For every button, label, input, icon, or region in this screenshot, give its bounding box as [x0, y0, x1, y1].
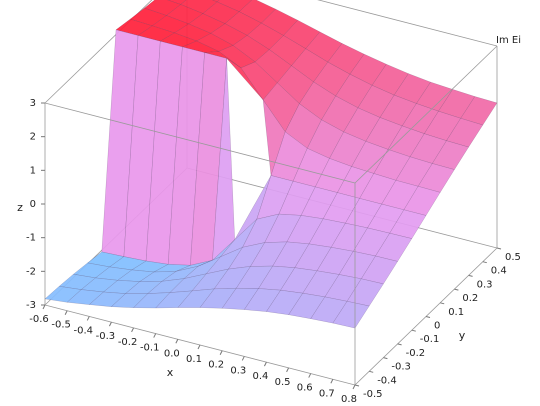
z-axis-label: z: [17, 201, 23, 214]
x-tick: [131, 327, 135, 333]
surface-patch: [262, 99, 286, 176]
x-tick-label: 0.8: [341, 394, 357, 405]
surface-patch: [211, 0, 220, 3]
x-tick: [219, 350, 223, 355]
x-tick-label: 0.5: [275, 377, 291, 388]
y-tick-label: -0.1: [420, 334, 440, 345]
y-tick: [482, 261, 487, 264]
x-tick-label: -0.4: [74, 325, 94, 336]
x-tick: [86, 316, 90, 321]
y-tick: [383, 357, 388, 360]
x-tick-label: -0.1: [140, 343, 160, 354]
x-tick: [175, 339, 179, 344]
x-tick: [241, 356, 245, 361]
x-tick: [308, 373, 312, 378]
surface: [44, 0, 498, 329]
x-tick-label: 0.2: [208, 360, 224, 371]
y-tick: [440, 302, 445, 305]
x-tick-label: 0.6: [297, 383, 313, 394]
y-tick-label: 0.5: [505, 252, 521, 263]
x-tick-label: 0.3: [230, 365, 246, 376]
y-tick: [397, 343, 402, 346]
x-tick-label: -0.2: [118, 337, 138, 348]
box-front: [42, 45, 502, 390]
z-tick-label: 0: [30, 199, 36, 210]
x-axis-label: x: [167, 366, 174, 379]
z-tick-label: 3: [30, 98, 36, 109]
y-tick-label: 0.4: [491, 266, 507, 277]
x-tick: [153, 333, 157, 338]
z-tick-label: 2: [30, 132, 36, 143]
x-tick-label: -0.6: [29, 314, 49, 325]
z-tick-label: 1: [30, 165, 36, 176]
y-tick: [354, 384, 360, 387]
x-tick-label: 0.4: [252, 371, 268, 382]
box-edge: [44, 102, 356, 184]
x-tick: [352, 384, 356, 390]
y-axis-label: y: [459, 329, 466, 342]
x-tick: [197, 344, 201, 350]
box-edge: [354, 45, 498, 184]
y-tick: [425, 316, 431, 318]
y-tick: [454, 288, 459, 291]
y-tick: [411, 329, 416, 332]
surface-patch: [332, 301, 370, 329]
y-tick: [369, 370, 374, 373]
z-tick-label: -2: [26, 266, 36, 277]
x-tick-label: 0.1: [186, 354, 202, 365]
y-tick-label: 0: [434, 321, 440, 332]
z-tick-label: -1: [26, 233, 36, 244]
x-tick-label: 0.0: [164, 348, 180, 359]
box-edge: [317, 0, 498, 47]
chart-title: Im Ei: [496, 35, 521, 46]
y-tick-label: -0.4: [377, 375, 397, 386]
x-tick: [263, 361, 267, 367]
surface-patch: [360, 255, 398, 285]
y-tick-label: 0.3: [477, 279, 493, 290]
y-tick: [468, 274, 473, 277]
x-tick: [286, 367, 290, 373]
surface-patch: [431, 140, 469, 170]
y-tick: [496, 247, 502, 250]
x-tick: [64, 310, 68, 315]
y-tick-label: 0.2: [462, 293, 478, 304]
x-tick: [330, 379, 334, 384]
x-tick: [42, 304, 46, 310]
z-tick-label: -3: [26, 300, 36, 311]
x-tick-label: -0.5: [51, 320, 71, 331]
surface-patch: [226, 58, 264, 101]
x-tick-label: -0.3: [96, 331, 116, 342]
x-tick: [108, 321, 112, 327]
y-tick-label: -0.2: [406, 348, 426, 359]
y-tick-label: -0.3: [391, 362, 411, 373]
x-tick-label: 0.7: [319, 388, 335, 399]
y-tick-label: 0.1: [448, 307, 464, 318]
y-tick-label: -0.5: [363, 389, 383, 400]
surface-patch: [346, 278, 384, 307]
